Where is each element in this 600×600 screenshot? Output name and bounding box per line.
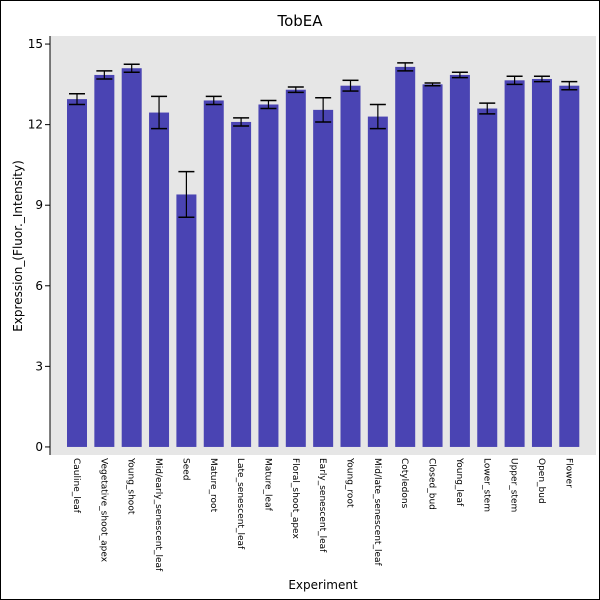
error-bar (506, 75, 523, 86)
x-tick-label: Upper_stem (509, 458, 519, 512)
error-bar (342, 79, 359, 92)
bar (231, 121, 252, 447)
error-bar (123, 63, 140, 74)
error-bar (369, 103, 386, 130)
y-tick-label: 15 (28, 37, 43, 51)
x-tick-label: Closed_bud (427, 458, 437, 510)
x-tick-label: Mid/late_senescent_leaf (372, 458, 382, 567)
error-bar (69, 92, 85, 106)
error-bar (561, 80, 578, 91)
x-axis: Cauline_leaf Vegetative_shoot_apex Young_s… (71, 457, 573, 572)
bar (121, 68, 142, 447)
bars (67, 66, 580, 447)
bar (504, 80, 525, 447)
bar (367, 116, 388, 447)
y-tick-label: 9 (35, 198, 43, 212)
bar (422, 84, 443, 447)
error-bar (260, 99, 277, 110)
error-bar (315, 97, 332, 123)
bar (449, 74, 470, 447)
bar (285, 89, 306, 447)
chart-title: TobEA (276, 12, 323, 30)
bar (149, 112, 170, 447)
error-bar (178, 170, 195, 219)
x-axis-label: Experiment (288, 578, 358, 592)
x-tick-label: Cauline_leaf (71, 458, 81, 514)
x-tick-label: Mid/early_senescent_leaf (153, 458, 163, 572)
bar (559, 85, 580, 447)
x-tick-label: Late_senescent_leaf (235, 458, 245, 550)
error-bar (451, 71, 468, 79)
x-tick-label: Cotyledons (399, 458, 409, 509)
x-tick-label: Flower (563, 458, 573, 488)
x-tick-label: Mature_root (208, 458, 218, 513)
bar (67, 99, 87, 447)
bar (477, 108, 498, 447)
y-tick-label: 0 (35, 440, 43, 454)
bar (531, 78, 552, 447)
error-bar (205, 95, 222, 106)
error-bar (233, 117, 250, 127)
x-tick-label: Vegetative_shoot_apex (98, 458, 108, 563)
error-bar (397, 62, 414, 72)
x-tick-label: Open_bud (536, 458, 546, 504)
y-tick-label: 6 (35, 279, 43, 293)
error-bars (69, 62, 578, 219)
error-bar (533, 75, 550, 83)
x-tick-label: Young_leaf (454, 457, 464, 507)
bar (94, 74, 115, 447)
error-bar (96, 70, 113, 80)
y-tick-label: 3 (35, 359, 43, 373)
bar (340, 85, 361, 447)
error-bar (287, 86, 304, 94)
x-tick-label: Seed (180, 458, 190, 481)
bar (395, 66, 416, 447)
bar (203, 100, 224, 447)
x-tick-label: Early_senescent_leaf (317, 458, 327, 553)
y-axis: 0 3 6 9 12 15 (28, 36, 51, 455)
error-bar (479, 102, 496, 115)
y-tick-label: 12 (28, 118, 43, 132)
x-tick-label: Young_root (345, 457, 355, 508)
bar (258, 104, 279, 447)
bar (176, 194, 197, 447)
x-tick-label: Mature_leaf (262, 458, 272, 512)
x-tick-label: Lower_stem (481, 458, 491, 512)
x-tick-label: Young_shoot (126, 457, 136, 515)
error-bar (424, 82, 441, 87)
bar (313, 109, 334, 447)
error-bar (151, 95, 168, 130)
x-tick-label: Floral_shoot_apex (290, 458, 300, 539)
y-axis-label: Expression_(Fluor._Intensity) (11, 160, 25, 332)
